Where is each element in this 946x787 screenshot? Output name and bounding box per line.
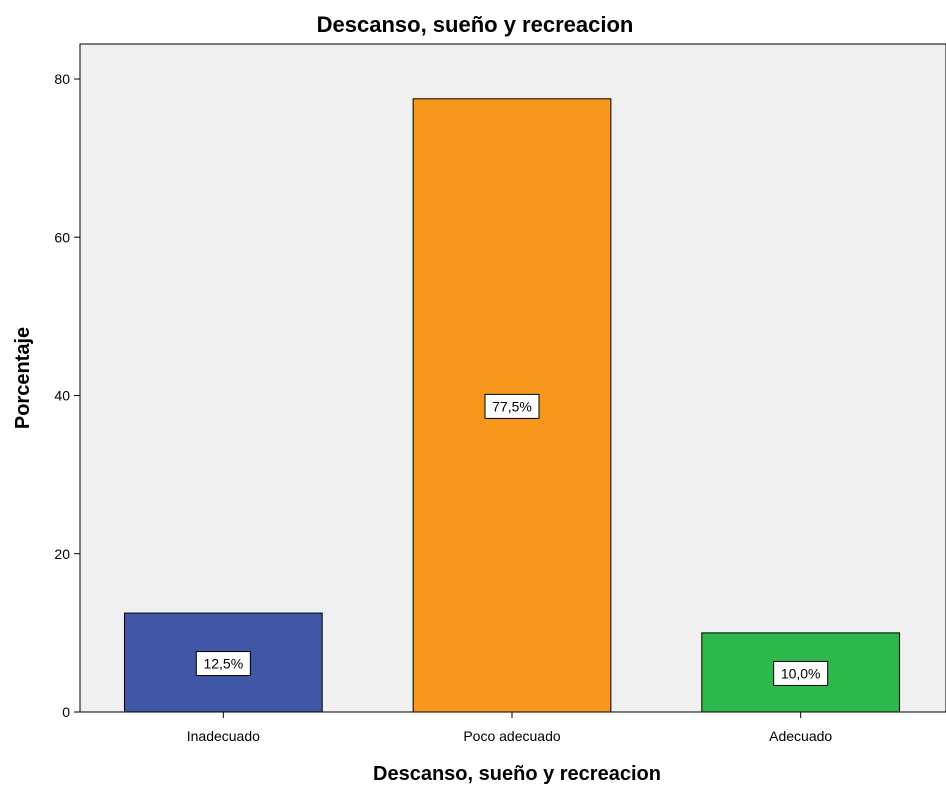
x-tick-label: Inadecuado — [187, 728, 260, 744]
chart-title: Descanso, sueño y recreacion — [317, 12, 634, 37]
y-axis: 0 20 40 60 80 — [54, 71, 80, 720]
y-tick-label: 0 — [62, 704, 70, 720]
data-label: 10,0% — [781, 665, 821, 681]
y-tick-label: 40 — [54, 388, 70, 404]
x-tick-label: Poco adecuado — [463, 728, 561, 744]
data-labels: 12,5% 77,5% 10,0% — [195, 393, 829, 686]
y-tick-label: 60 — [54, 229, 70, 245]
data-label-box — [195, 651, 251, 677]
y-axis-title: Porcentaje — [12, 327, 34, 429]
data-label: 12,5% — [203, 656, 243, 672]
y-tick-label: 80 — [54, 71, 70, 87]
x-tick-label: Adecuado — [769, 728, 832, 744]
data-label-box — [773, 660, 829, 686]
x-axis: Inadecuado Poco adecuado Adecuado — [187, 712, 832, 744]
data-label: 77,5% — [492, 398, 532, 414]
y-tick-label: 20 — [54, 546, 70, 562]
data-label-box — [484, 393, 540, 419]
bar — [123, 612, 323, 713]
x-axis-title: Descanso, sueño y recreacion — [373, 763, 661, 785]
